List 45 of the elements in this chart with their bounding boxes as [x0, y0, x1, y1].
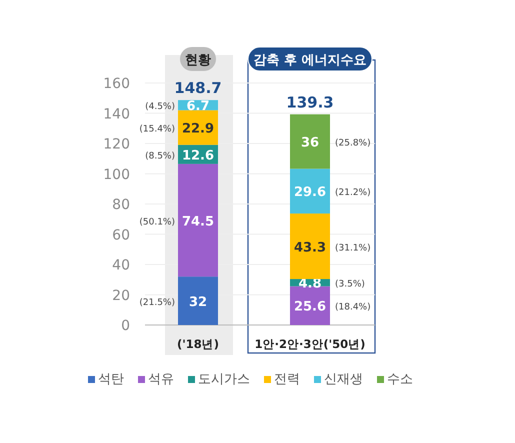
- y-tick-label: 40: [112, 258, 130, 274]
- legend-label: 석탄: [98, 372, 124, 387]
- data-label: 43.3: [294, 240, 326, 256]
- legend-label: 전력: [274, 372, 300, 387]
- total-label: 148.7: [174, 79, 222, 98]
- data-label: 22.9: [182, 122, 214, 137]
- bar: [290, 214, 330, 280]
- y-tick-label: 160: [103, 76, 130, 92]
- y-tick-label: 80: [112, 197, 130, 213]
- y-tick-label: 140: [103, 106, 130, 122]
- legend-label: 석유: [148, 372, 174, 387]
- data-label: 32: [188, 294, 208, 310]
- annotation: (4.5%): [145, 102, 175, 112]
- x-tick-label: ('18년): [176, 337, 220, 351]
- data-label: 74.5: [182, 214, 214, 230]
- y-tick-label: 20: [112, 288, 130, 304]
- text: 감축 후 에너지수요: [253, 53, 367, 68]
- legend-label: 신재생: [324, 372, 363, 387]
- annotation: (15.4%): [139, 124, 175, 135]
- y-tick-label: 60: [112, 227, 130, 244]
- bar: [290, 168, 330, 214]
- text: 현황: [185, 53, 211, 68]
- y-tick-label: 0: [121, 318, 130, 334]
- annotation: (25.8%): [335, 138, 371, 149]
- data-label: 36: [300, 136, 320, 151]
- annotation: (8.5%): [145, 151, 175, 162]
- data-label: 6.7: [186, 99, 210, 114]
- annotation: (3.5%): [335, 280, 365, 290]
- bar: [178, 276, 218, 325]
- data-label: 12.6: [182, 148, 214, 164]
- bar: [290, 114, 330, 169]
- annotation: (21.2%): [335, 188, 371, 198]
- legend-label: 도시가스: [198, 372, 250, 387]
- data-label: 25.6: [294, 300, 326, 315]
- annotation: (31.1%): [335, 243, 371, 254]
- annotation: (50.1%): [139, 217, 175, 228]
- legend-label: 수소: [387, 372, 413, 387]
- annotation: (18.4%): [335, 302, 371, 313]
- total-label: 139.3: [286, 93, 334, 112]
- y-tick-label: 100: [103, 166, 130, 183]
- y-tick-label: 120: [103, 136, 130, 152]
- bar: [178, 164, 218, 277]
- x-tick-label: 1안·2안·3안('50년): [254, 337, 366, 351]
- annotation: (21.5%): [139, 298, 175, 308]
- data-label: 29.6: [294, 185, 326, 200]
